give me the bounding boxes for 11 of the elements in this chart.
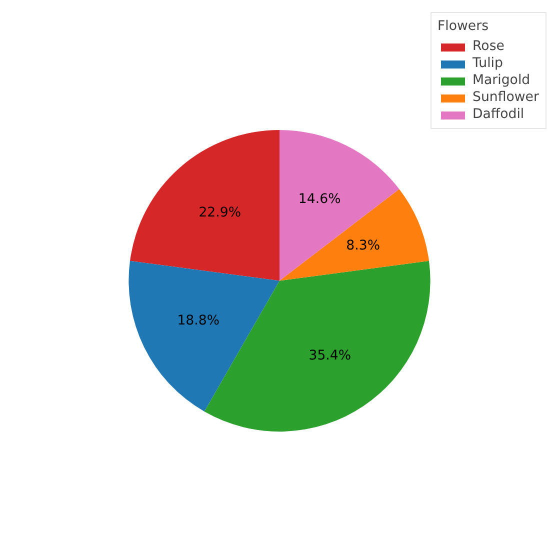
legend-label: Marigold (472, 73, 530, 88)
data-label: 18.8% (177, 313, 220, 328)
data-label: 14.6% (298, 192, 341, 208)
data-label: 22.9% (198, 205, 242, 220)
data-label: 35.4% (308, 348, 352, 364)
legend-title: Flowers (438, 19, 490, 34)
legend-label: Tulip (472, 56, 503, 71)
legend-label: Rose (472, 39, 504, 54)
legend-label: Sunflower (472, 90, 539, 105)
data-label: 8.3% (346, 238, 380, 254)
legend-label: Daffodil (472, 107, 524, 122)
